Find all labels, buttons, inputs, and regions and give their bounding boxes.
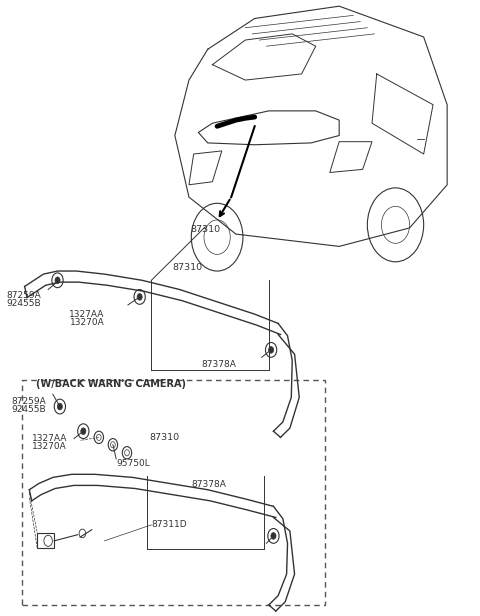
Circle shape — [269, 347, 274, 353]
Circle shape — [81, 428, 86, 434]
Text: 92455B: 92455B — [11, 405, 46, 414]
Text: 1327AA: 1327AA — [69, 310, 105, 320]
Circle shape — [57, 403, 62, 410]
Bar — [37, 533, 54, 548]
Circle shape — [137, 294, 142, 300]
Text: 92455B: 92455B — [6, 299, 41, 308]
Text: 13270A: 13270A — [32, 442, 67, 451]
Text: 13270A: 13270A — [70, 318, 105, 327]
Text: (W/BACK WARN'G CAMERA): (W/BACK WARN'G CAMERA) — [36, 379, 186, 389]
Text: 87378A: 87378A — [192, 480, 227, 490]
Text: 87378A: 87378A — [201, 360, 236, 369]
Text: 87310: 87310 — [191, 225, 220, 234]
Text: 1327AA: 1327AA — [32, 434, 67, 444]
Text: 87311D: 87311D — [151, 521, 187, 529]
Circle shape — [55, 277, 60, 283]
Text: 87310: 87310 — [172, 263, 203, 272]
Text: 87259A: 87259A — [6, 291, 41, 301]
Circle shape — [271, 533, 276, 539]
Text: 95750L: 95750L — [116, 459, 150, 468]
Text: 87310: 87310 — [149, 433, 179, 442]
Text: 87259A: 87259A — [11, 397, 46, 407]
